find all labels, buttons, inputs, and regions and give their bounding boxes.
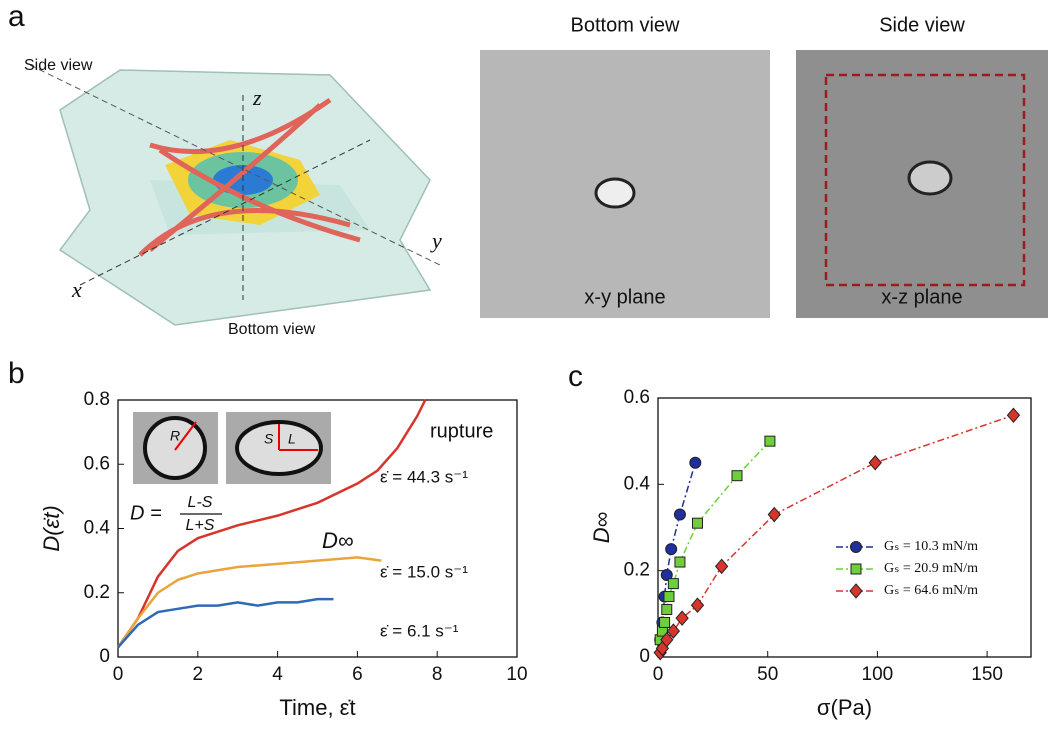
formula: L-S: [188, 494, 213, 511]
photo-title: Side view: [879, 14, 965, 36]
x-axis-label: σ(Pa): [817, 695, 872, 720]
marker: [665, 543, 678, 556]
marker: [674, 556, 686, 568]
marker: [1006, 407, 1021, 424]
marker: [767, 506, 781, 523]
y-axis-label: D(ε̇t): [39, 505, 64, 551]
y-tick-label: 0.4: [624, 473, 651, 494]
photo-caption: x-y plane: [584, 286, 665, 308]
y-axis-label: D∞: [589, 512, 614, 544]
inset-label: R: [170, 428, 180, 444]
marker: [675, 610, 689, 626]
x-tick-label: 0: [653, 664, 664, 685]
marker: [666, 623, 681, 639]
line: [116, 556, 382, 649]
marker: [868, 454, 882, 471]
marker: [731, 470, 743, 482]
photo: Side view x-z plane: [796, 14, 1048, 318]
x-tick-label: 2: [193, 664, 204, 685]
annotation: rupture: [430, 420, 493, 442]
line: [659, 414, 1014, 654]
formula: L+S: [186, 517, 215, 534]
x-tick-label: 8: [432, 664, 443, 685]
photo: Bottom view x-y plane: [480, 14, 770, 318]
panel-label: b: [8, 357, 25, 390]
line: [659, 440, 771, 640]
marker: [667, 578, 679, 590]
y-tick-label: 0.6: [624, 387, 650, 408]
x-tick-label: 0: [113, 664, 124, 685]
view-label: Bottom view: [228, 321, 316, 338]
y-tick-label: 0: [639, 646, 650, 667]
formula: D =: [130, 502, 162, 524]
axis-label: z: [252, 85, 262, 110]
marker: [663, 591, 675, 603]
marker: [691, 517, 703, 529]
x-tick-label: 150: [971, 664, 1003, 685]
inset-label: S: [264, 431, 274, 447]
x-tick-label: 4: [272, 664, 283, 685]
marker: [660, 631, 674, 648]
y-tick-label: 0.8: [84, 389, 110, 410]
annotation: D∞: [322, 528, 354, 553]
marker: [850, 563, 862, 575]
marker: [849, 583, 863, 599]
marker: [850, 541, 862, 553]
x-tick-label: 10: [506, 664, 527, 685]
marker: [714, 558, 729, 575]
series-label: ε̇ = 6.1 s⁻¹: [380, 621, 459, 640]
line: [116, 399, 427, 649]
legend-label: Gₛ = 64.6 mN/m: [884, 583, 978, 598]
inset-label: L: [288, 431, 296, 447]
x-tick-label: 6: [352, 664, 363, 685]
series-label: ε̇ = 44.3 s⁻¹: [380, 467, 468, 486]
legend-label: Gₛ = 10.3 mN/m: [884, 539, 978, 554]
y-tick-label: 0.4: [84, 518, 111, 539]
x-axis-label: Time, ε̇t: [279, 695, 355, 720]
axis-label: y: [430, 228, 442, 253]
y-tick-label: 0.2: [84, 582, 110, 603]
legend-label: Gₛ = 20.9 mN/m: [884, 561, 978, 576]
x-tick-label: 100: [862, 664, 894, 685]
marker: [661, 604, 673, 616]
y-tick-label: 0: [99, 646, 110, 667]
view-label: Side view: [24, 57, 93, 74]
x-tick-label: 50: [757, 664, 778, 685]
marker: [660, 568, 673, 581]
line: [117, 597, 334, 649]
panel-label: c: [568, 360, 583, 393]
marker: [673, 508, 686, 521]
y-tick-label: 0.2: [624, 560, 650, 581]
marker: [690, 597, 705, 613]
schematic: z x y Side view Bottom view: [24, 57, 442, 338]
marker: [689, 456, 702, 469]
plot-frame: [657, 397, 1032, 658]
marker: [764, 435, 776, 447]
marker: [659, 616, 671, 628]
panel-label: a: [8, 0, 25, 33]
photo-caption: x-z plane: [881, 286, 962, 308]
photo-title: Bottom view: [571, 14, 680, 36]
series-label: ε̇ = 15.0 s⁻¹: [380, 562, 468, 581]
inset: R S L: [133, 412, 331, 484]
axis-label: x: [71, 277, 82, 302]
y-tick-label: 0.6: [84, 453, 110, 474]
